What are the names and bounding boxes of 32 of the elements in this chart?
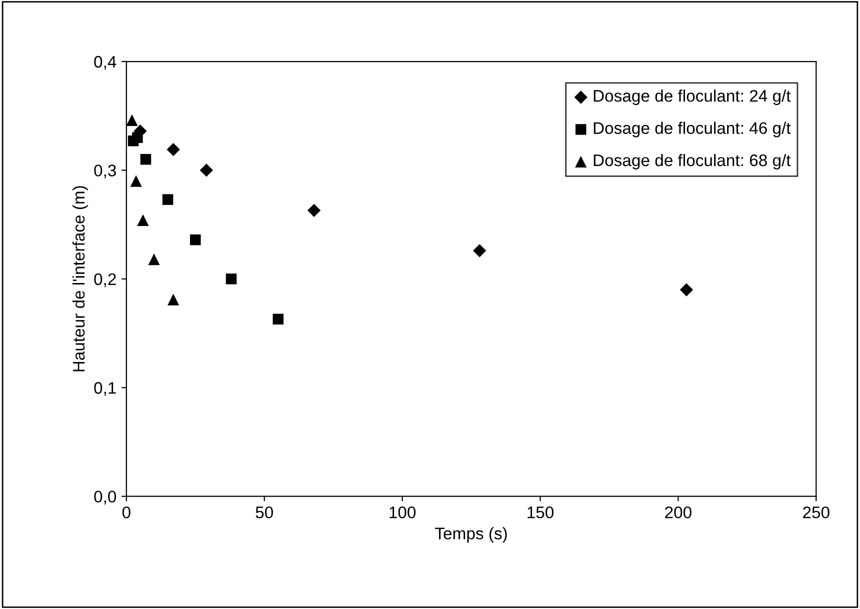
point bbox=[226, 274, 237, 284]
y-tick-label: 0,4 bbox=[94, 56, 116, 70]
point bbox=[272, 314, 284, 325]
point bbox=[200, 164, 214, 177]
point bbox=[148, 254, 160, 266]
legend-label: Dosage de floculant: 68 g/t bbox=[594, 154, 791, 170]
y-tick-label: 0,2 bbox=[94, 273, 116, 288]
point bbox=[130, 175, 142, 187]
point bbox=[190, 234, 201, 246]
point bbox=[307, 204, 321, 218]
point bbox=[680, 283, 694, 296]
x-tick-label: 50 bbox=[256, 506, 273, 518]
x-tick-label: 0 bbox=[122, 506, 130, 518]
x-tick-label: 150 bbox=[528, 506, 554, 518]
y-tick-label: 0,1 bbox=[94, 382, 116, 396]
legend-label: Dosage de floculant: 24 g/t bbox=[594, 90, 791, 106]
x-axis-title: Temps (s) bbox=[435, 527, 507, 543]
point bbox=[166, 142, 180, 156]
point bbox=[168, 294, 180, 306]
point bbox=[140, 154, 152, 165]
point bbox=[132, 132, 143, 143]
x-tick-label: 250 bbox=[803, 506, 830, 518]
x-tick-label: 200 bbox=[665, 506, 692, 518]
y-axis-title: Hauteur de l'interface (m) bbox=[72, 186, 88, 372]
y-tick-label: 0,3 bbox=[94, 164, 116, 178]
y-tick-label: 0,0 bbox=[94, 490, 116, 505]
x-tick-label: 100 bbox=[390, 506, 416, 518]
point bbox=[162, 194, 174, 205]
point bbox=[472, 244, 486, 258]
point bbox=[137, 214, 149, 226]
legend-label: Dosage de floculant: 46 g/t bbox=[594, 122, 791, 138]
point bbox=[126, 114, 138, 126]
